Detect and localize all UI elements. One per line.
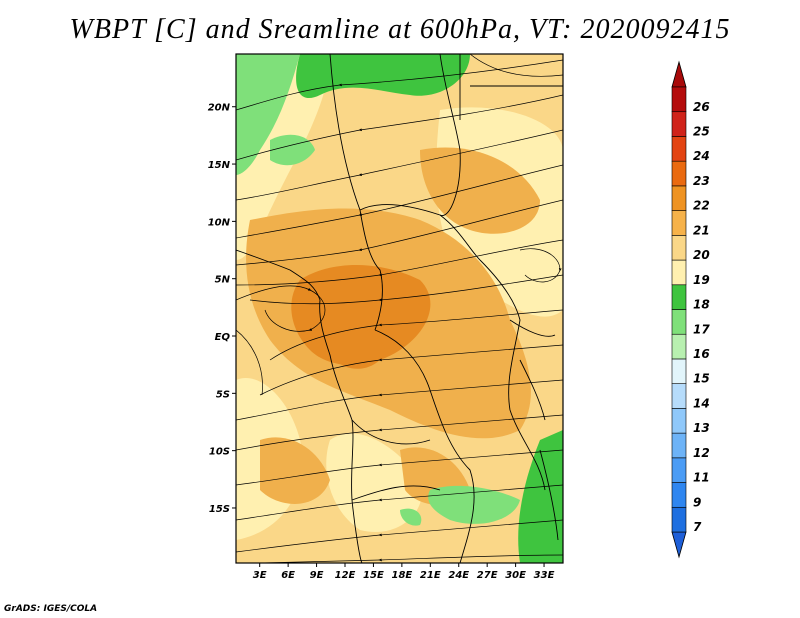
colorbar-swatch [671, 457, 687, 483]
grads-credit: GrADS: IGES/COLA [4, 604, 98, 614]
colorbar-label: 23 [693, 174, 710, 188]
map-field [236, 54, 563, 563]
lon-tick-label: 30E [505, 570, 526, 581]
map-title: WBPT [C] and Sreamline at 600hPa, VT: 20… [69, 14, 731, 45]
colorbar-label: 16 [693, 347, 710, 361]
lon-tick-label: 33E [534, 570, 555, 581]
colorbar-swatch [671, 185, 687, 211]
colorbar-label: 25 [693, 125, 710, 139]
colorbar-label: 7 [693, 520, 702, 534]
colorbar-swatch [671, 506, 687, 533]
lon-tick-label: 6E [281, 570, 295, 581]
lat-tick-label: 5N [215, 275, 231, 286]
colorbar-swatch [671, 136, 687, 162]
colorbar-swatch [671, 86, 687, 113]
colorbar-swatch [671, 284, 687, 310]
colorbar-swatch [671, 333, 687, 360]
wbpt-fill-18 [296, 54, 470, 99]
lat-tick-label: 15S [209, 504, 230, 515]
colorbar-label: 17 [693, 322, 710, 336]
streamlines [236, 54, 563, 563]
wbpt-fill-18 [518, 430, 563, 563]
wbpt-fill-21 [420, 147, 540, 234]
lon-tick-label: 21E [420, 570, 441, 581]
colorbar-label: 9 [693, 495, 701, 509]
lon-tick-label: 9E [310, 570, 324, 581]
map-frame [235, 53, 564, 564]
lon-tick-label: 27E [477, 570, 498, 581]
colorbar-label: 26 [693, 100, 710, 114]
colorbar-label: 13 [693, 421, 710, 435]
colorbar-swatch [671, 111, 687, 137]
colorbar-swatch [671, 259, 687, 286]
colorbar-label: 22 [693, 199, 710, 213]
colorbar: 7 9 11 12 13 14 15 16 17 18 19 20 21 22 23 24 25 26 [671, 60, 710, 559]
colorbar-label: 15 [693, 372, 710, 386]
colorbar-swatch [671, 309, 687, 335]
colorbar-swatch [671, 210, 687, 236]
longitude-axis: 3E 6E 9E 12E 15E 18E 21E 24E 27E 30E 33E [253, 563, 555, 581]
colorbar-swatch [671, 358, 687, 384]
country-borders [236, 54, 563, 563]
colorbar-upper-arrow [671, 60, 687, 88]
lon-tick-label: 18E [391, 570, 412, 581]
colorbar-swatch [671, 408, 687, 434]
colorbar-label: 19 [693, 273, 710, 287]
colorbar-label: 21 [693, 223, 710, 237]
colorbar-label: 24 [693, 149, 710, 163]
colorbar-label: 14 [693, 396, 710, 410]
colorbar-lower-arrow [671, 531, 687, 559]
wbpt-fill-17 [400, 508, 422, 526]
colorbar-swatch [671, 235, 687, 261]
colorbar-label: 18 [693, 298, 710, 312]
lat-tick-label: 10N [208, 217, 231, 228]
wbpt-fill-21 [260, 437, 330, 504]
latitude-axis: 20N 15N 10N 5N EQ 5S 10S 15S [208, 103, 236, 515]
lat-tick-label: 5S [216, 389, 230, 400]
colorbar-swatch [671, 482, 687, 508]
lon-tick-label: 12E [335, 570, 356, 581]
colorbar-label: 20 [693, 248, 710, 262]
wbpt-fill-19 [326, 433, 422, 532]
lon-tick-label: 15E [363, 570, 384, 581]
lat-tick-label: 10S [209, 447, 230, 458]
lat-tick-label: 15N [208, 160, 231, 171]
wbpt-fill-22 [330, 326, 385, 369]
colorbar-label: 12 [693, 446, 710, 460]
lat-tick-label: EQ [215, 332, 231, 343]
lat-tick-label: 20N [208, 103, 231, 114]
colorbar-label: 11 [693, 471, 710, 485]
wbpt-fill-17 [236, 54, 300, 175]
colorbar-swatch [671, 432, 687, 459]
colorbar-swatch [671, 383, 687, 409]
lon-tick-label: 3E [253, 570, 267, 581]
wbpt-fill-22 [291, 265, 431, 365]
lon-tick-label: 24E [448, 570, 469, 581]
colorbar-swatch [671, 160, 687, 187]
